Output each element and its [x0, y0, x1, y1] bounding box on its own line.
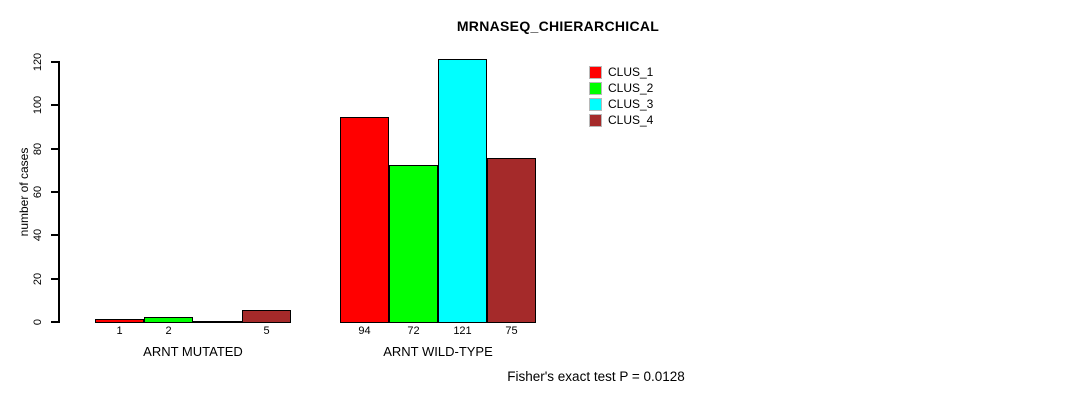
y-axis-tick: [51, 321, 59, 323]
legend-item-label: CLUS_3: [608, 97, 654, 111]
y-axis-tick: [51, 277, 59, 280]
legend-color-swatch-clus_4: [589, 114, 602, 127]
chart-title: MRNASEQ_CHIERARCHICAL: [456, 18, 660, 34]
y-axis-tick: [51, 61, 59, 63]
bar-value-label: 2: [165, 325, 172, 337]
bar-clus_4-arnt-wild-type: [487, 158, 536, 323]
y-axis-tick-label: 120: [32, 52, 44, 72]
bar-value-label: 72: [407, 325, 420, 337]
x-axis-group-label: ARNT WILD-TYPE: [383, 344, 493, 359]
y-axis-tick: [51, 191, 59, 193]
bar-clus_1-arnt-mutated: [95, 319, 144, 323]
y-axis-tick: [51, 147, 59, 150]
legend-item-label: CLUS_1: [608, 65, 654, 79]
y-axis-label: number of cases: [17, 147, 31, 237]
footnote: Fisher's exact test P = 0.0128: [507, 369, 685, 384]
y-axis-line: [58, 61, 60, 323]
y-axis-tick: [51, 104, 59, 107]
legend-color-swatch-clus_1: [589, 66, 602, 79]
legend-item-label: CLUS_4: [608, 113, 654, 127]
y-axis-tick: [51, 234, 59, 237]
bar-clus_1-arnt-wild-type: [340, 117, 389, 323]
bar-clus_2-arnt-wild-type: [389, 165, 438, 323]
bar-clus_4-arnt-mutated: [242, 310, 291, 323]
legend-color-swatch-clus_3: [589, 98, 602, 111]
bar-value-label: 5: [263, 325, 270, 337]
bar-value-label: 75: [505, 325, 518, 337]
bar-clus_3-arnt-wild-type: [438, 59, 487, 323]
bar-clus_3-arnt-mutated: [193, 321, 242, 323]
y-axis-tick-label: 0: [32, 318, 44, 326]
y-axis-tick-label: 20: [32, 272, 44, 285]
bar-value-label: 121: [453, 325, 472, 337]
bar-clus_2-arnt-mutated: [144, 317, 193, 323]
y-axis-tick-label: 40: [32, 229, 44, 242]
legend-item-label: CLUS_2: [608, 81, 654, 95]
legend-color-swatch-clus_2: [589, 82, 602, 95]
bar-value-label: 1: [116, 325, 123, 337]
bar-value-label: 94: [358, 325, 371, 337]
y-axis-tick-label: 100: [32, 96, 44, 115]
x-axis-group-label: ARNT MUTATED: [143, 344, 243, 359]
y-axis-tick-label: 60: [32, 185, 44, 199]
y-axis-tick-label: 80: [32, 142, 44, 155]
